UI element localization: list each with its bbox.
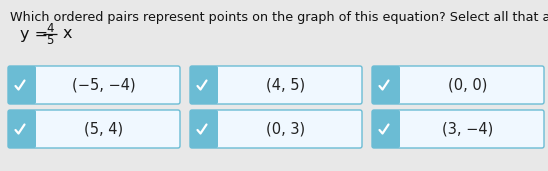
Text: Which ordered pairs represent points on the graph of this equation? Select all t: Which ordered pairs represent points on … [10,11,548,24]
Bar [374,68,394,102]
Bar [192,68,212,102]
FancyBboxPatch shape [8,66,36,104]
Text: (0, 0): (0, 0) [448,77,488,93]
Bar [374,112,394,146]
Bar [192,112,212,146]
Text: (5, 4): (5, 4) [84,122,123,136]
Text: (0, 3): (0, 3) [266,122,306,136]
Text: 5: 5 [47,34,54,47]
FancyBboxPatch shape [190,110,362,148]
Text: y =: y = [20,27,53,42]
Text: 4: 4 [46,22,54,35]
FancyBboxPatch shape [8,110,36,148]
Text: (−5, −4): (−5, −4) [72,77,136,93]
Bar [10,68,30,102]
FancyBboxPatch shape [8,110,180,148]
FancyBboxPatch shape [372,66,400,104]
FancyBboxPatch shape [190,66,218,104]
FancyBboxPatch shape [372,110,544,148]
FancyBboxPatch shape [190,66,362,104]
FancyBboxPatch shape [8,66,180,104]
FancyBboxPatch shape [372,110,400,148]
Text: (4, 5): (4, 5) [266,77,306,93]
Text: (3, −4): (3, −4) [442,122,494,136]
FancyBboxPatch shape [190,110,218,148]
FancyBboxPatch shape [372,66,544,104]
Text: x: x [63,27,72,42]
Bar [10,112,30,146]
